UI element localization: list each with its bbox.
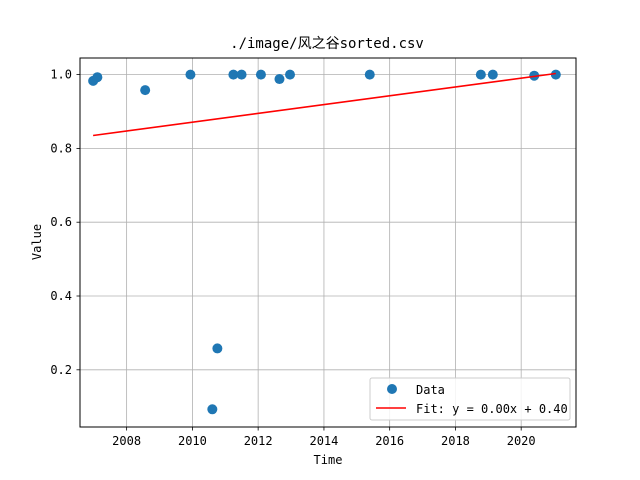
data-point: [212, 343, 223, 354]
y-tick-label: 0.6: [50, 215, 72, 229]
data-point: [185, 69, 196, 80]
plot-frame: [79, 57, 577, 428]
x-tick-label: 2008: [112, 434, 141, 448]
data-point: [364, 69, 375, 80]
data-point: [255, 69, 266, 80]
chart-title: ./image/风之谷sorted.csv: [230, 36, 424, 52]
grid: [80, 58, 576, 427]
x-tick-label: 2012: [244, 434, 273, 448]
data-point: [140, 85, 151, 96]
x-axis-label: Time: [314, 453, 343, 467]
x-tick-label: 2010: [178, 434, 207, 448]
legend-label-fit: Fit: y = 0.00x + 0.40: [416, 402, 568, 416]
data-point: [285, 69, 296, 80]
data-point: [236, 69, 247, 80]
x-tick-label: 2016: [375, 434, 404, 448]
y-axis-label: Value: [30, 224, 44, 260]
data-point: [92, 72, 103, 83]
fit-line: [92, 72, 556, 137]
y-tick-label: 0.8: [50, 141, 72, 155]
data-point: [475, 69, 486, 80]
axis-ticks: 2008 2010 2012 2014 2016 2018 2020 0.2 0.4 0.6 0.8…: [50, 68, 535, 448]
data-point: [274, 74, 285, 85]
data-point: [228, 69, 239, 80]
legend-box: [369, 377, 571, 421]
x-tick-label: 2018: [441, 434, 470, 448]
x-tick-label: 2020: [507, 434, 536, 448]
legend: Data Fit: y = 0.00x + 0.40: [369, 377, 571, 421]
data-point: [550, 69, 561, 80]
legend-marker-data: [387, 384, 397, 394]
data-point: [207, 404, 218, 415]
data-point: [487, 69, 498, 80]
plot-marks: [88, 69, 561, 415]
y-tick-label: 0.2: [50, 363, 72, 377]
legend-label-data: Data: [416, 383, 445, 397]
x-tick-label: 2014: [309, 434, 338, 448]
y-tick-label: 1.0: [50, 68, 72, 82]
y-tick-label: 0.4: [50, 289, 72, 303]
